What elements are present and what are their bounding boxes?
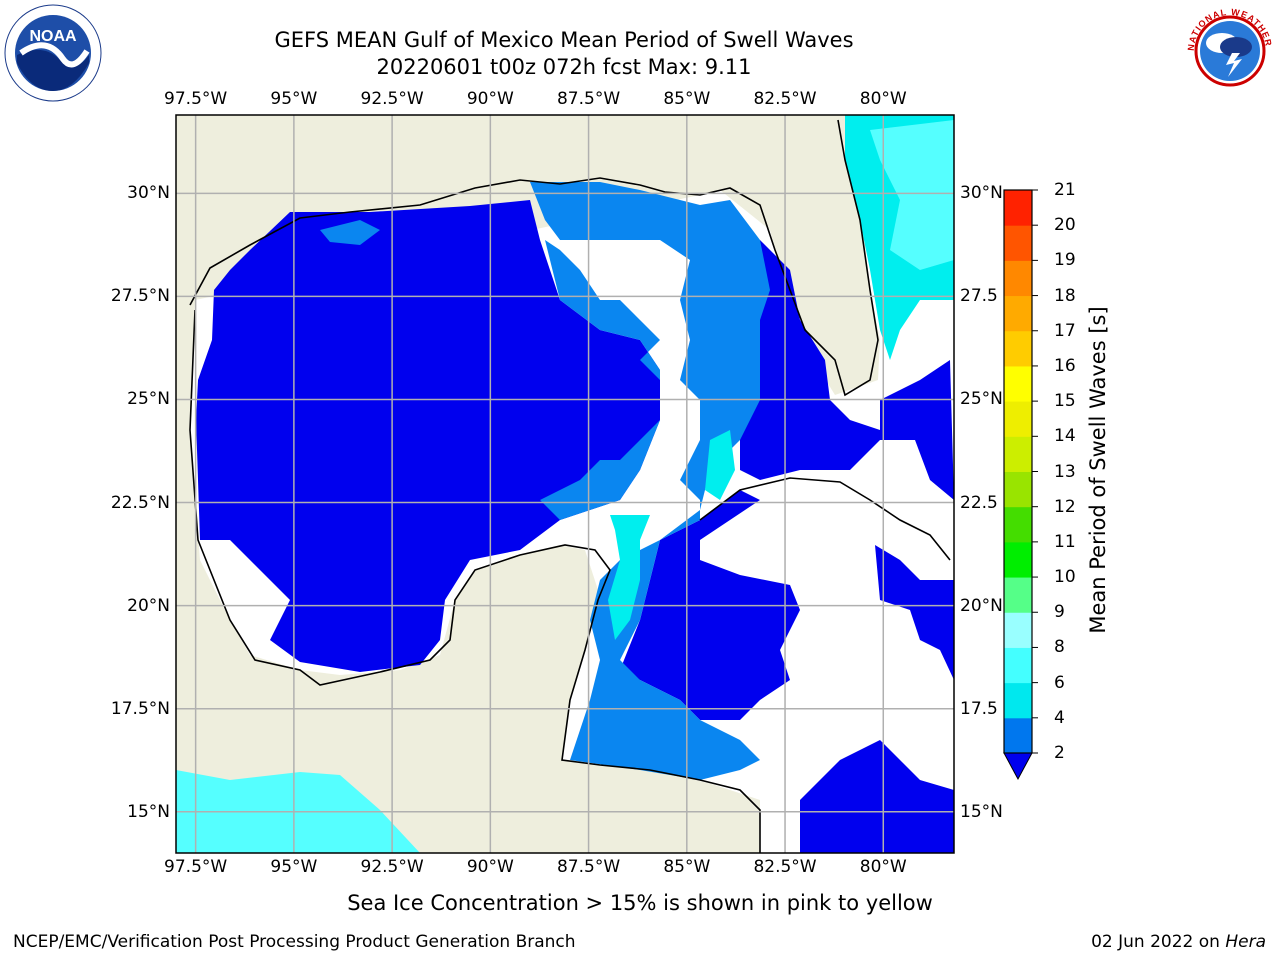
colorbar-segment xyxy=(1004,612,1032,648)
colorbar-tick-label: 17 xyxy=(1054,320,1076,341)
noaa-logo-text: NOAA xyxy=(29,28,77,45)
colorbar-tick-label: 6 xyxy=(1054,672,1065,693)
lat-tick-label: 17.5 xyxy=(960,698,998,719)
swell-2to4-caribbean xyxy=(620,490,954,853)
lon-tick-label: 82.5°W xyxy=(753,857,817,877)
colorbar-tick-label: 9 xyxy=(1054,602,1065,623)
colorbar-tick-label: 20 xyxy=(1054,215,1076,236)
colorbar-segment xyxy=(1004,401,1032,437)
lat-tick-label: 27.5°N xyxy=(110,286,170,307)
colorbar-segment xyxy=(1004,365,1032,402)
swell-6to8-yucatan xyxy=(608,515,650,640)
sea-ice-note-text: Sea Ice Concentration > 15% is shown in … xyxy=(347,891,933,915)
colorbar-tick-label: 10 xyxy=(1054,567,1076,588)
swell-8to9-atlantic xyxy=(870,120,954,270)
swell-2to4-east xyxy=(740,240,954,500)
colorbar-segment xyxy=(1004,190,1032,226)
lat-tick-label: 15°N xyxy=(127,801,170,822)
colorbar-segment xyxy=(1004,295,1032,332)
gridlines xyxy=(176,115,954,853)
footer-host: Hera xyxy=(1225,932,1266,952)
colorbar-tick-label: 19 xyxy=(1054,250,1076,271)
lon-tick-label: 85°W xyxy=(663,89,711,109)
colorbar-tick-label: 14 xyxy=(1054,426,1076,447)
lat-tick-label: 25°N xyxy=(960,389,1003,410)
colorbar-tick-label: 4 xyxy=(1054,707,1065,728)
lat-tick-label: 20°N xyxy=(960,595,1003,616)
swell-4to6-central xyxy=(530,182,770,780)
coastline-gulf xyxy=(189,119,951,853)
colorbar-segment xyxy=(1004,471,1032,508)
colorbar-segment xyxy=(1004,577,1032,613)
lon-tick-label: 90°W xyxy=(466,89,514,109)
nws-logo: NATIONAL WEATHER SERVICE xyxy=(1182,3,1276,97)
lat-tick-label: 30°N xyxy=(960,183,1003,204)
colorbar-extend-triangle xyxy=(1003,752,1033,781)
chart-subtitle: 20220601 t00z 072h fcst Max: 9.11 xyxy=(376,55,752,79)
lon-tick-label: 80°W xyxy=(859,857,907,877)
colorbar-segment xyxy=(1004,717,1032,754)
swell-6to8-straits xyxy=(705,430,735,500)
colorbar xyxy=(1003,189,1038,781)
lon-tick-label: 97.5°W xyxy=(164,857,228,877)
lat-tick-label: 15°N xyxy=(960,801,1003,822)
lon-tick-label: 82.5°W xyxy=(753,89,817,109)
map-area xyxy=(176,115,954,853)
colorbar-segment xyxy=(1004,506,1032,543)
sea-ice-note: Sea Ice Concentration > 15% is shown in … xyxy=(0,891,1280,915)
colorbar-segment xyxy=(1004,541,1032,578)
footer-credit: NCEP/EMC/Verification Post Processing Pr… xyxy=(13,932,576,952)
footer-date-prefix: 02 Jun 2022 on xyxy=(1091,932,1226,952)
colorbar-tick-label: 2 xyxy=(1054,743,1065,763)
lon-tick-label: 95°W xyxy=(270,857,318,877)
colorbar-segment xyxy=(1004,682,1032,719)
colorbar-segment xyxy=(1004,647,1032,684)
lat-tick-label: 22.5°N xyxy=(110,492,170,513)
colorbar-tick-label: 15 xyxy=(1054,391,1076,412)
noaa-logo: NOAA xyxy=(4,4,102,102)
colorbar-segment xyxy=(1004,225,1032,261)
colorbar-tick-label: 13 xyxy=(1054,461,1076,482)
colorbar-segment xyxy=(1004,436,1032,472)
colorbar-tick-label: 21 xyxy=(1054,180,1076,200)
colorbar-segment xyxy=(1004,260,1032,297)
lat-tick-label: 25°N xyxy=(127,389,170,410)
colorbar-tick-label: 18 xyxy=(1054,285,1076,306)
colorbar-tick-label: 11 xyxy=(1054,531,1076,552)
lat-tick-label: 30°N xyxy=(127,183,170,204)
chart-title: GEFS MEAN Gulf of Mexico Mean Period of … xyxy=(274,28,854,52)
lon-tick-label: 92.5°W xyxy=(360,89,424,109)
lon-tick-label: 80°W xyxy=(859,89,907,109)
map-frame xyxy=(175,114,955,854)
lon-tick-label: 97.5°W xyxy=(164,89,228,109)
lon-tick-label: 87.5°W xyxy=(556,89,621,109)
colorbar-tick-label: 12 xyxy=(1054,496,1076,517)
lon-tick-label: 90°W xyxy=(466,857,514,877)
colorbar-segment xyxy=(1004,330,1032,367)
lat-tick-label: 22.5 xyxy=(960,492,998,513)
footer-date: 02 Jun 2022 on Hera xyxy=(1091,932,1266,952)
colorbar-label: Mean Period of Swell Waves [s] xyxy=(1086,306,1110,634)
lon-tick-label: 95°W xyxy=(270,89,318,109)
lat-tick-label: 17.5°N xyxy=(110,698,170,719)
colorbar-tick-label: 8 xyxy=(1054,637,1065,658)
lon-tick-label: 85°W xyxy=(663,857,711,877)
swell-2to4-gulf xyxy=(196,200,660,672)
colorbar-tick-label: 16 xyxy=(1054,355,1076,376)
lat-tick-label: 20°N xyxy=(127,595,170,616)
lon-tick-label: 87.5°W xyxy=(556,857,621,877)
swell-4to6-pocket xyxy=(320,220,380,245)
lon-tick-label: 92.5°W xyxy=(360,857,424,877)
lat-tick-label: 27.5 xyxy=(960,286,998,307)
